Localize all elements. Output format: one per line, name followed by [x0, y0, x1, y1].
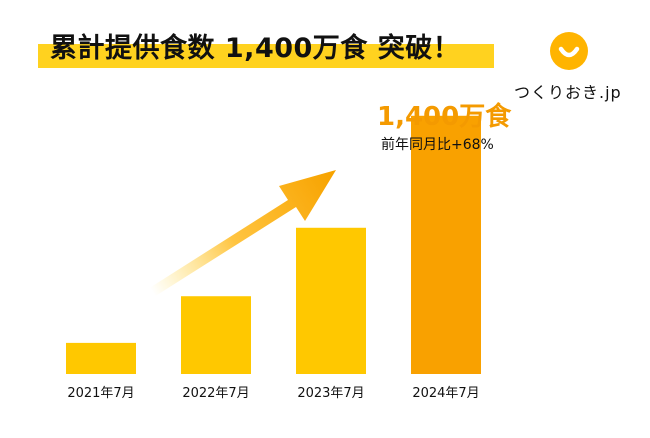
x-tick-label: 2021年7月: [67, 386, 135, 401]
bar-4: [411, 115, 481, 375]
bar-2: [181, 296, 251, 374]
upward-trend-arrow: [140, 170, 336, 302]
headline: 累計提供食数 1,400万食 突破！: [50, 33, 461, 64]
x-tick-label: 2024年7月: [412, 386, 480, 401]
bar-series: [66, 115, 481, 375]
bar-3: [296, 227, 366, 374]
x-tick-label: 2023年7月: [297, 386, 365, 401]
smile-face-icon: [550, 32, 588, 70]
smile-face-glyph: [558, 46, 580, 58]
highlight-note-label: 前年同月比+68%: [381, 137, 494, 153]
highlight-value-label: 1,400万食: [377, 102, 512, 132]
logo-text: つくりおき.jp: [514, 83, 622, 102]
x-tick-label: 2022年7月: [182, 386, 250, 401]
headline-highlight-band: [38, 44, 494, 68]
bar-1: [66, 342, 136, 374]
